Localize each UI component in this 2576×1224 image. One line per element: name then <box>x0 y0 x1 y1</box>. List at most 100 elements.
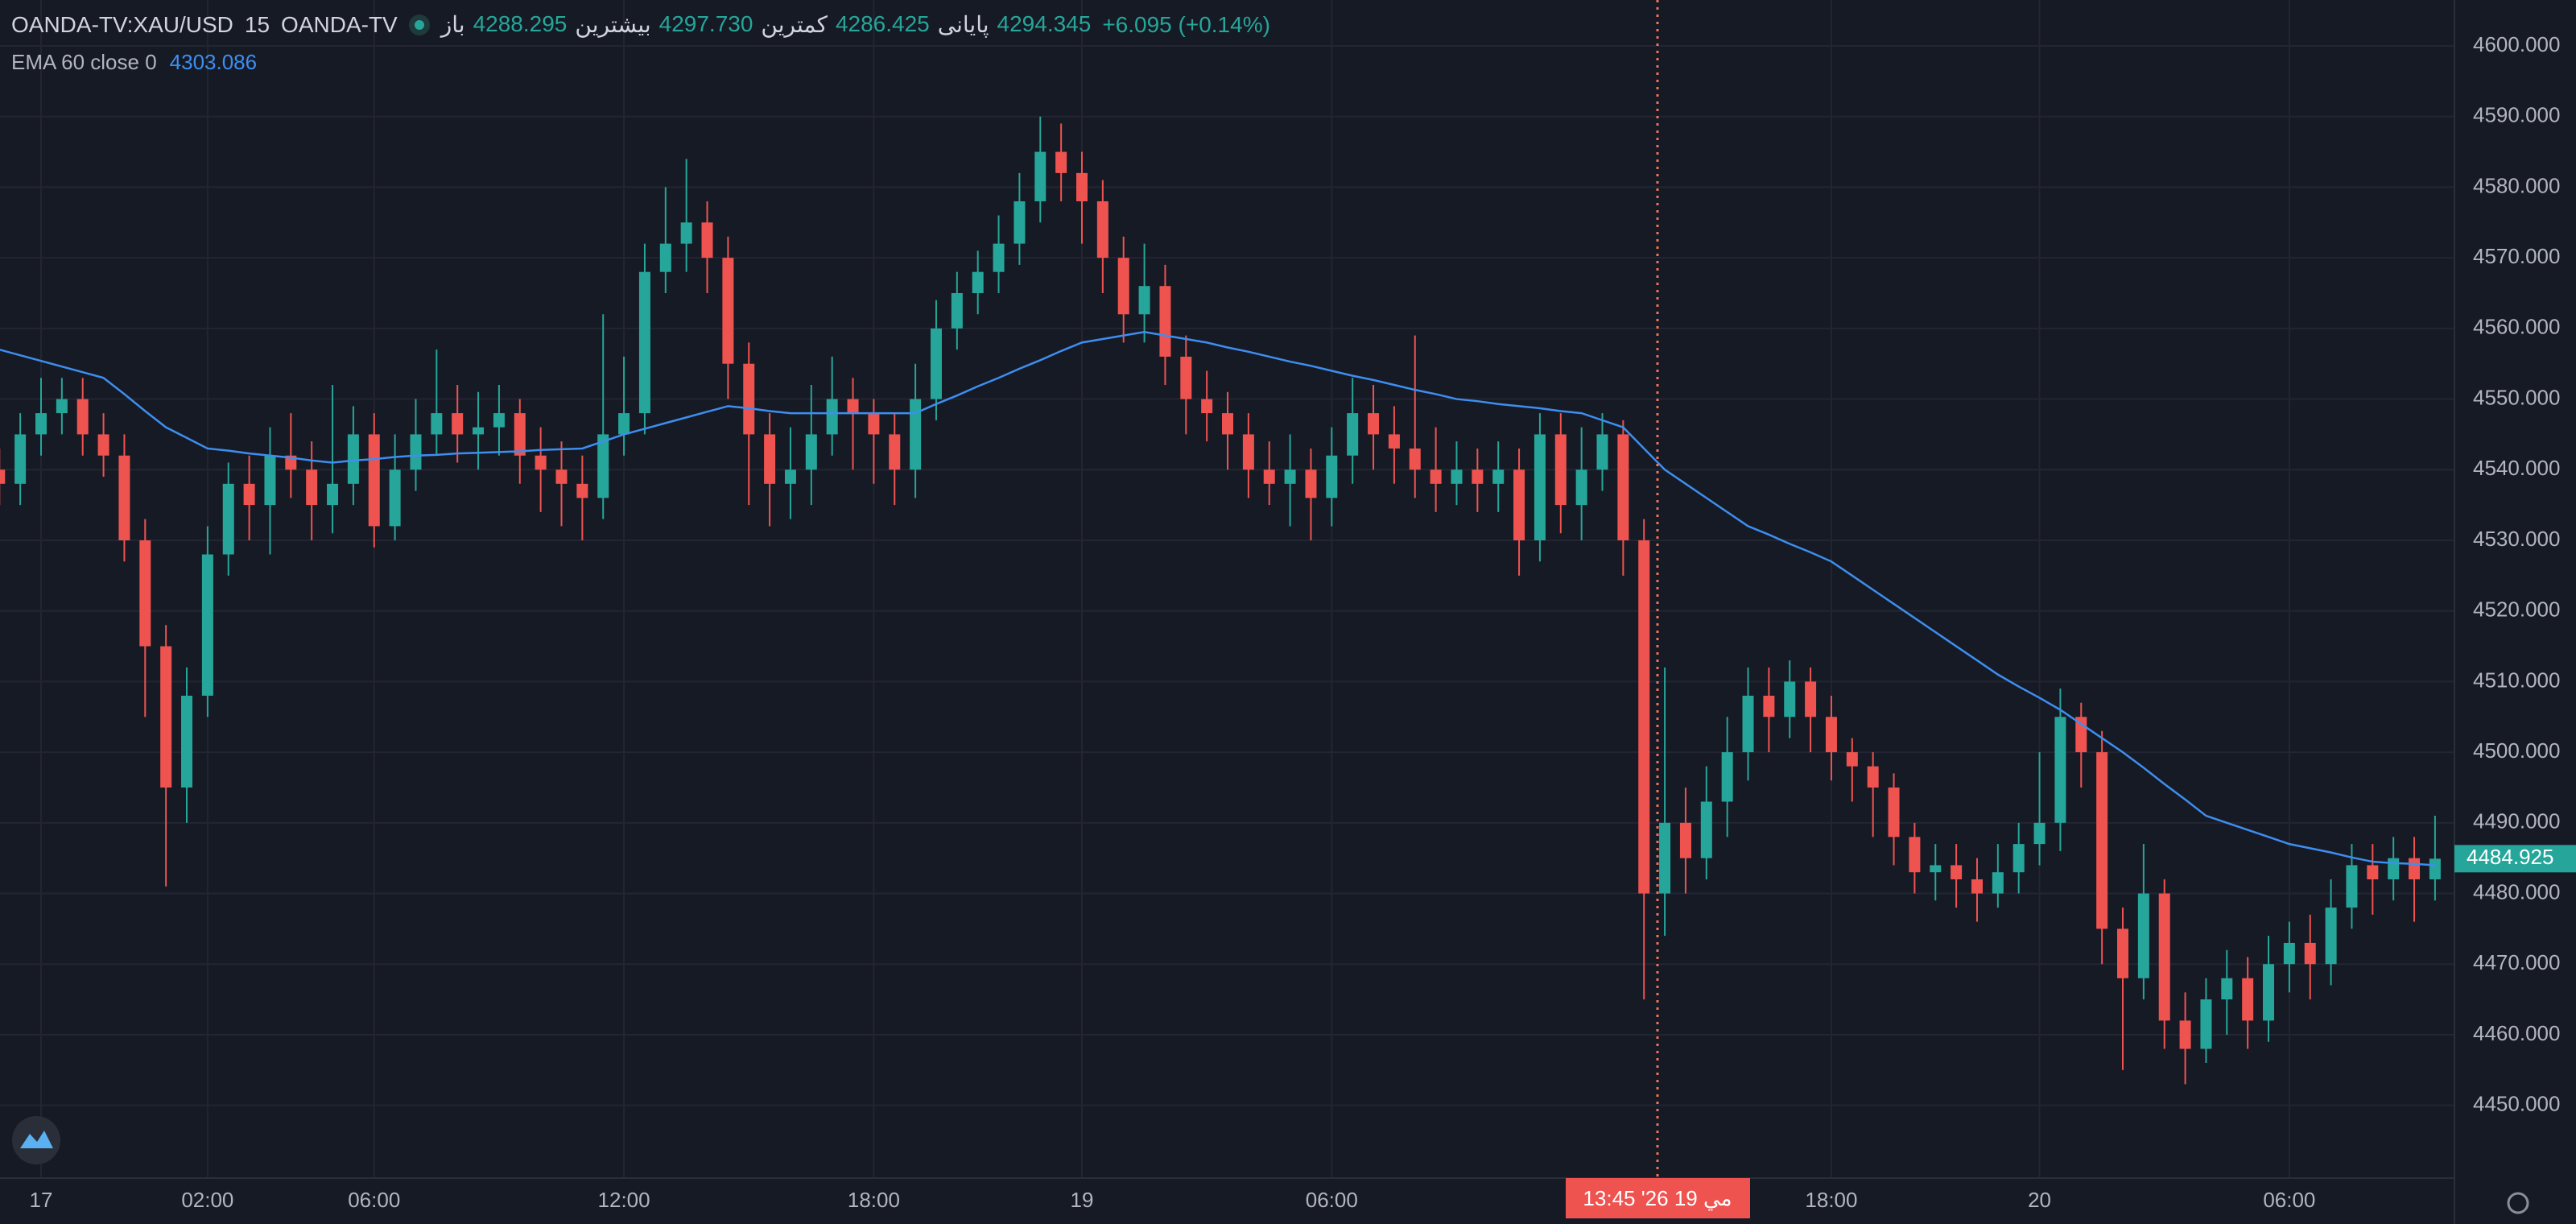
x-tick-label: 17 <box>30 1188 53 1212</box>
candle-body <box>243 483 255 506</box>
candle-body <box>1971 879 1983 894</box>
interval: 15 <box>244 11 270 37</box>
x-tick-label: 18:00 <box>1805 1188 1857 1212</box>
candle-body <box>1867 766 1879 788</box>
candle-body <box>2429 858 2441 879</box>
candle-body <box>1013 201 1026 244</box>
symbol: OANDA-TV:XAU/USD <box>11 11 233 37</box>
candle-body <box>1888 787 1900 837</box>
candle-body <box>2263 964 2275 1021</box>
candle-body <box>1492 469 1505 484</box>
candle-body <box>368 434 380 527</box>
candle-body <box>1513 469 1525 540</box>
y-tick-label: 4490.000 <box>2473 809 2560 833</box>
ohlc-value: 4297.730 <box>658 11 753 36</box>
candle-body <box>2283 942 2295 965</box>
candle-body <box>618 413 630 435</box>
candle-body <box>1388 434 1400 449</box>
candle-body <box>2117 928 2128 978</box>
y-tick-label: 4550.000 <box>2473 385 2560 409</box>
status-dot <box>414 19 424 30</box>
candle-body <box>764 434 776 484</box>
x-tick-label: 18:00 <box>848 1188 900 1212</box>
indicator-legend: EMA 60 close 0 4303.086 <box>11 50 257 75</box>
candle-body <box>722 258 734 364</box>
ohlc-value: 4288.295 <box>473 11 568 36</box>
crosshair-label: 13:45 '26 مي 19 <box>1583 1186 1732 1210</box>
candle-body <box>35 413 47 435</box>
candle-body <box>0 469 6 484</box>
candle-body <box>1159 286 1171 357</box>
candle-body <box>2013 844 2025 873</box>
status <box>408 14 430 35</box>
y-tick-label: 4530.000 <box>2473 527 2560 551</box>
y-tick-label: 4560.000 <box>2473 315 2560 339</box>
settings-icon[interactable] <box>2507 1192 2529 1214</box>
candle-body <box>784 469 796 484</box>
candle-body <box>1742 695 1754 753</box>
candle-body <box>1825 717 1837 753</box>
candle-body <box>2325 908 2337 965</box>
candle-body <box>1201 399 1213 414</box>
candle-body <box>1326 455 1338 498</box>
candle-body <box>576 483 588 498</box>
candle-body <box>201 554 213 696</box>
y-tick-label: 4540.000 <box>2473 456 2560 480</box>
ohlc-label: باز <box>440 12 465 37</box>
candle-body <box>2096 752 2108 929</box>
y-tick-label: 4460.000 <box>2473 1021 2560 1045</box>
candle-body <box>2137 893 2149 978</box>
y-tick-label: 4590.000 <box>2473 103 2560 127</box>
candle-body <box>452 413 464 435</box>
candle-body <box>2367 865 2379 879</box>
candle-body <box>972 271 984 293</box>
candle-body <box>1409 448 1421 470</box>
candle-body <box>2179 1020 2191 1049</box>
ohlc-value: 4294.345 <box>997 11 1092 36</box>
y-tick-label: 4600.000 <box>2473 32 2560 56</box>
candle-body <box>1617 434 1629 540</box>
candle-body <box>2388 858 2400 879</box>
candle-body <box>181 695 193 788</box>
candle-body <box>1284 469 1296 484</box>
indicator-value: 4303.086 <box>169 50 258 74</box>
x-tick-label: 06:00 <box>348 1188 400 1212</box>
candle-body <box>1347 413 1359 456</box>
candle-body <box>993 243 1005 272</box>
candle-body <box>1534 434 1546 540</box>
candle-body <box>160 646 172 788</box>
candle-body <box>431 413 443 435</box>
candle-body <box>264 455 276 506</box>
y-tick-label: 4450.000 <box>2473 1092 2560 1116</box>
candle-body <box>2242 978 2254 1021</box>
ema-line <box>0 330 2435 866</box>
candle-body <box>2346 865 2358 908</box>
candle-body <box>389 469 401 527</box>
candle-body <box>327 483 339 506</box>
legend-header: OANDA-TV:XAU/USD 15 OANDA-TV باز 4288.295… <box>11 11 1270 38</box>
x-tick-label: 20 <box>2028 1188 2051 1212</box>
candle-body <box>1992 872 2004 894</box>
candle-body <box>2221 978 2233 1000</box>
candle-body <box>1846 752 1858 767</box>
candle-body <box>1805 681 1817 717</box>
candle-body <box>1368 413 1380 435</box>
candle-body <box>1034 151 1046 201</box>
logo[interactable] <box>12 1116 60 1164</box>
last-price-label: 4484.925 <box>2467 845 2553 869</box>
candle-body <box>1784 681 1796 717</box>
grid <box>0 0 2454 1178</box>
candle-body <box>139 540 151 647</box>
candle-body <box>2158 893 2170 1021</box>
candle-body <box>1909 837 1921 873</box>
candle-body <box>1076 172 1088 201</box>
x-tick-label: 06:00 <box>2263 1188 2315 1212</box>
candle-body <box>1055 151 1067 173</box>
candle-body <box>1721 752 1733 802</box>
candle-body <box>1180 356 1192 399</box>
candle-body <box>1951 865 1963 879</box>
y-tick-label: 4480.000 <box>2473 879 2560 904</box>
candle-body <box>1451 469 1463 484</box>
